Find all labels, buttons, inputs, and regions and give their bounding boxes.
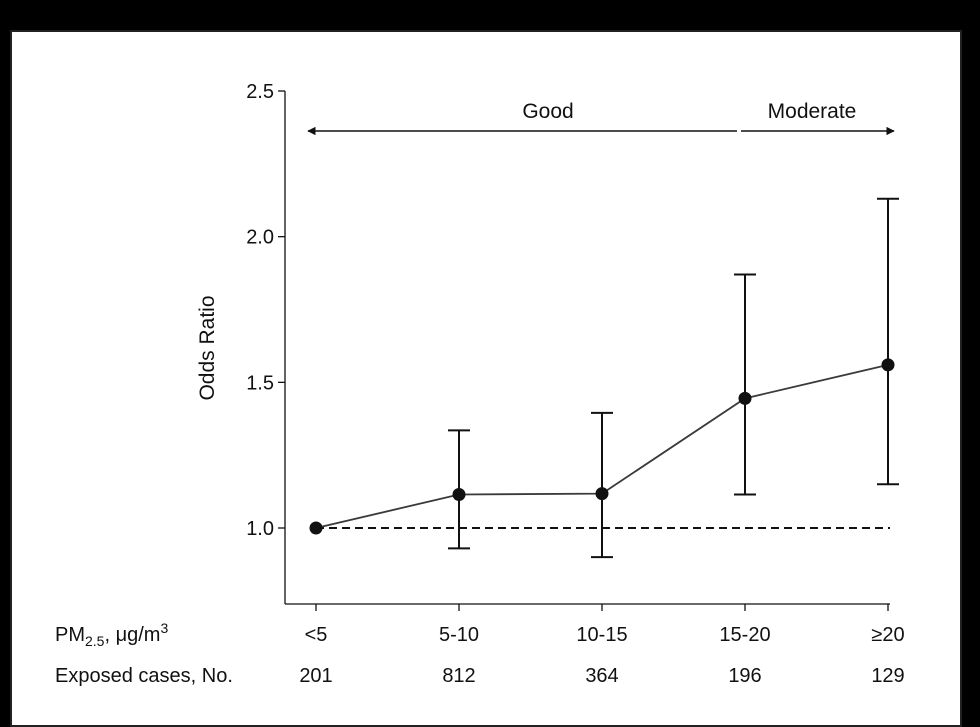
data-point [452, 487, 466, 501]
x-tick-label: ≥20 [871, 624, 904, 646]
x-tick-label: <5 [305, 624, 328, 646]
exposed-cases-value: 201 [299, 665, 332, 687]
data-point [738, 391, 752, 405]
row-label-exposed-cases: Exposed cases, No. [55, 665, 233, 687]
data-point [881, 358, 895, 372]
bands-group: Good Moderate [307, 100, 895, 136]
row-label-pm25: PM2.5, μg/m3 [55, 620, 168, 649]
data-point [595, 487, 609, 501]
x-tick-label: 15-20 [719, 624, 770, 646]
y-tick-label: 1.0 [246, 518, 274, 540]
table-rows-group: PM2.5, μg/m3 <5 5-10 10-15 15-20 ≥20 Exposed c… [55, 620, 905, 687]
x-tick-label: 10-15 [576, 624, 627, 646]
y-axis-title: Odds Ratio [196, 295, 219, 400]
axes-group: 2.5 2.0 1.5 1.0 Odds Ratio [196, 81, 890, 611]
y-tick-label: 1.5 [246, 372, 274, 394]
y-tick-label: 2.5 [246, 81, 274, 103]
band-label-moderate: Moderate [768, 100, 857, 123]
chart-panel [10, 30, 962, 727]
exposed-cases-value: 364 [585, 665, 618, 687]
exposed-cases-value: 129 [871, 665, 904, 687]
series-group [309, 358, 895, 535]
y-tick-label: 2.0 [246, 227, 274, 249]
exposed-cases-value: 196 [728, 665, 761, 687]
band-label-good: Good [522, 100, 573, 123]
exposed-cases-value: 812 [442, 665, 475, 687]
data-point [309, 521, 323, 535]
x-tick-label: 5-10 [439, 624, 479, 646]
